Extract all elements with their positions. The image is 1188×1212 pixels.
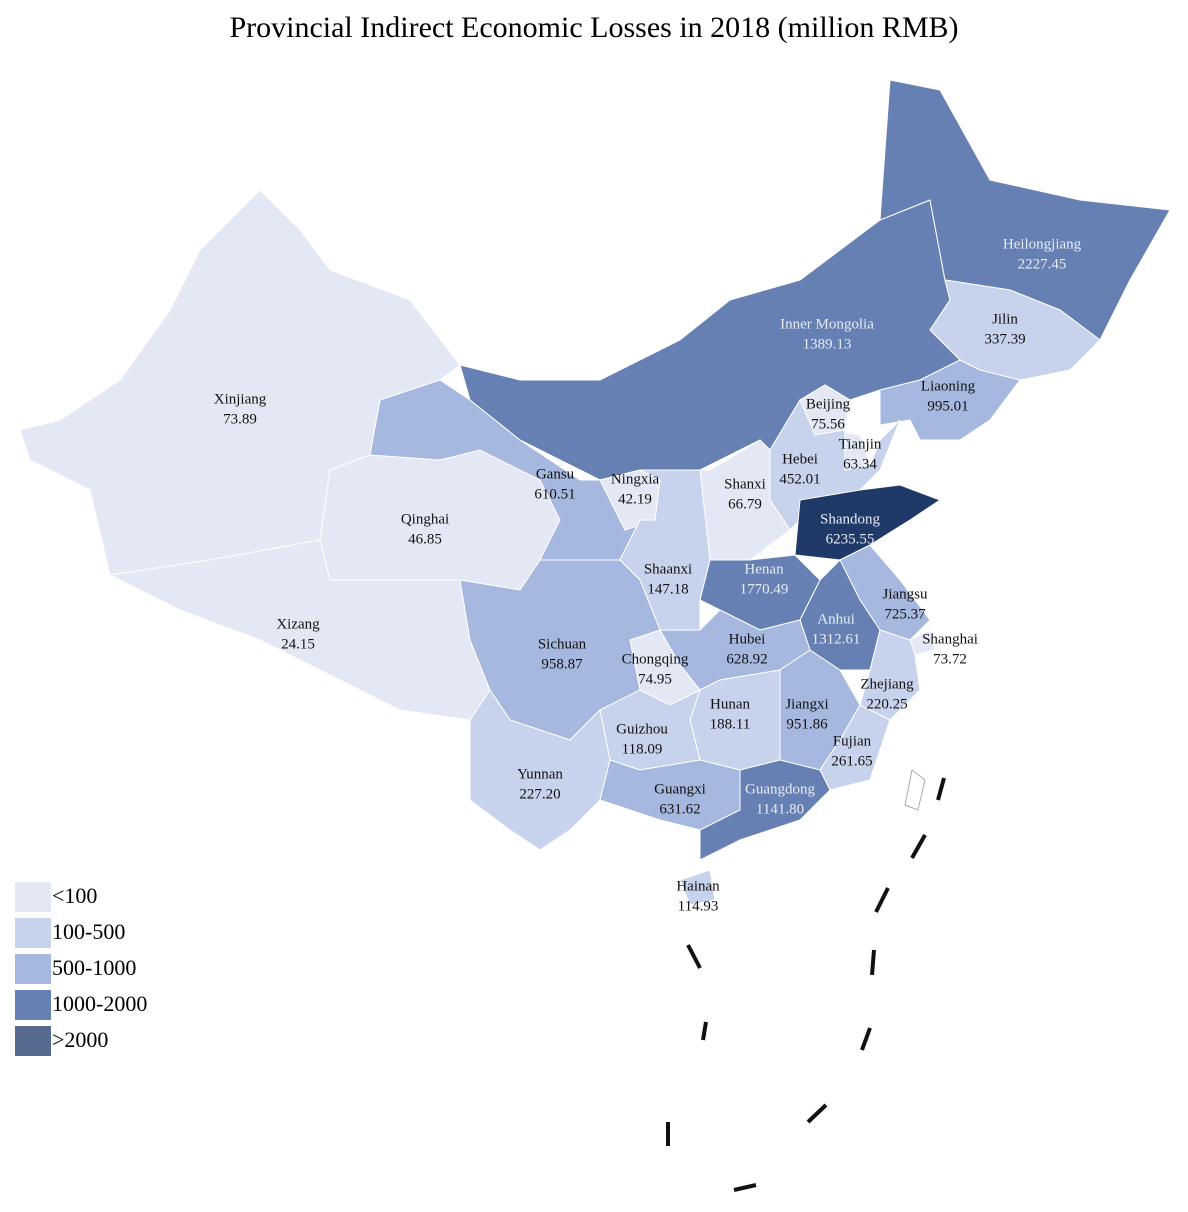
region-value: 147.18 <box>647 581 688 597</box>
region-name: Zhejiang <box>860 676 914 692</box>
region-value: 66.79 <box>728 496 762 512</box>
region-value: 220.25 <box>866 696 907 712</box>
region-name: Beijing <box>806 396 851 412</box>
map-title: Provincial Indirect Economic Losses in 2… <box>229 11 958 44</box>
region-name: Ningxia <box>611 471 660 487</box>
region-value: 74.95 <box>638 671 672 687</box>
region <box>794 484 942 561</box>
region-value: 610.51 <box>534 486 575 502</box>
region-value: 188.11 <box>710 716 751 732</box>
region-name: Guangxi <box>654 781 706 797</box>
region-value: 73.89 <box>223 411 257 427</box>
region-name: Qinghai <box>401 511 449 527</box>
region-value: 114.93 <box>678 898 719 914</box>
legend-label: 100-500 <box>52 919 125 944</box>
region-value: 958.87 <box>541 656 583 672</box>
region-value: 73.72 <box>933 651 967 667</box>
taiwan-outline <box>904 769 926 811</box>
legend-label: >2000 <box>52 1027 108 1052</box>
legend-label: 500-1000 <box>52 955 136 980</box>
region-name: Fujian <box>833 733 872 749</box>
region-name: Gansu <box>536 466 575 482</box>
region-name: Yunnan <box>517 766 563 782</box>
region-value: 951.86 <box>786 716 828 732</box>
region-name: Henan <box>744 561 784 577</box>
region-name: Inner Mongolia <box>780 316 874 332</box>
legend-swatch <box>15 1026 51 1056</box>
region <box>769 398 901 531</box>
regions <box>19 79 1171 906</box>
region-name: Tianjin <box>839 436 882 452</box>
region-name: Liaoning <box>921 378 976 394</box>
nine-dash-line <box>666 777 946 1192</box>
region-value: 227.20 <box>519 786 560 802</box>
region-name: Xinjiang <box>214 391 267 407</box>
legend-swatch <box>15 954 51 984</box>
region-value: 118.09 <box>622 741 663 757</box>
region-value: 2227.45 <box>1018 256 1067 272</box>
region-value: 261.65 <box>831 753 872 769</box>
region-name: Heilongjiang <box>1003 236 1082 252</box>
region-name: Anhui <box>817 611 855 627</box>
legend: <100 100-500 500-1000 1000-2000 >2000 <box>15 882 147 1056</box>
region-value: 631.62 <box>659 801 700 817</box>
region-name: Hainan <box>676 878 720 894</box>
region-name: Shanxi <box>724 476 766 492</box>
region-value: 1389.13 <box>803 336 852 352</box>
region-value: 725.37 <box>884 606 926 622</box>
region-name: Hubei <box>729 631 766 647</box>
region-value: 75.56 <box>811 416 845 432</box>
region-name: Xizang <box>276 616 320 632</box>
region-name: Shaanxi <box>644 561 692 577</box>
region-name: Jiangsu <box>883 586 929 602</box>
region-value: 1312.61 <box>812 631 861 647</box>
region-value: 1770.49 <box>740 581 789 597</box>
legend-label: 1000-2000 <box>52 991 147 1016</box>
region-name: Guizhou <box>616 721 668 737</box>
legend-swatch <box>15 990 51 1020</box>
region-name: Shanghai <box>922 631 978 647</box>
region-value: 24.15 <box>281 636 315 652</box>
region <box>699 759 831 861</box>
legend-swatch <box>15 918 51 948</box>
region-name: Shandong <box>820 511 881 527</box>
labels: Xinjiang 73.89 Xizang 24.15 Qinghai 46.85 Gans… <box>214 236 1082 914</box>
region-value: 628.92 <box>726 651 767 667</box>
region <box>879 359 1021 441</box>
region <box>679 869 716 906</box>
region-name: Hunan <box>710 696 750 712</box>
legend-label: <100 <box>52 883 97 908</box>
region-name: Jilin <box>992 311 1018 327</box>
region-value: 42.19 <box>618 491 652 507</box>
region-value: 1141.80 <box>756 801 804 817</box>
region-value: 46.85 <box>408 531 442 547</box>
region-value: 6235.55 <box>826 531 875 547</box>
region-name: Jiangxi <box>785 696 828 712</box>
region-name: Chongqing <box>622 651 689 667</box>
region-name: Hebei <box>782 451 818 467</box>
region-value: 452.01 <box>779 471 820 487</box>
region-value: 995.01 <box>927 398 968 414</box>
region-name: Sichuan <box>538 636 587 652</box>
region-name: Guangdong <box>745 781 815 797</box>
legend-swatch <box>15 882 51 912</box>
region-value: 337.39 <box>984 331 1025 347</box>
region-value: 63.34 <box>843 456 877 472</box>
